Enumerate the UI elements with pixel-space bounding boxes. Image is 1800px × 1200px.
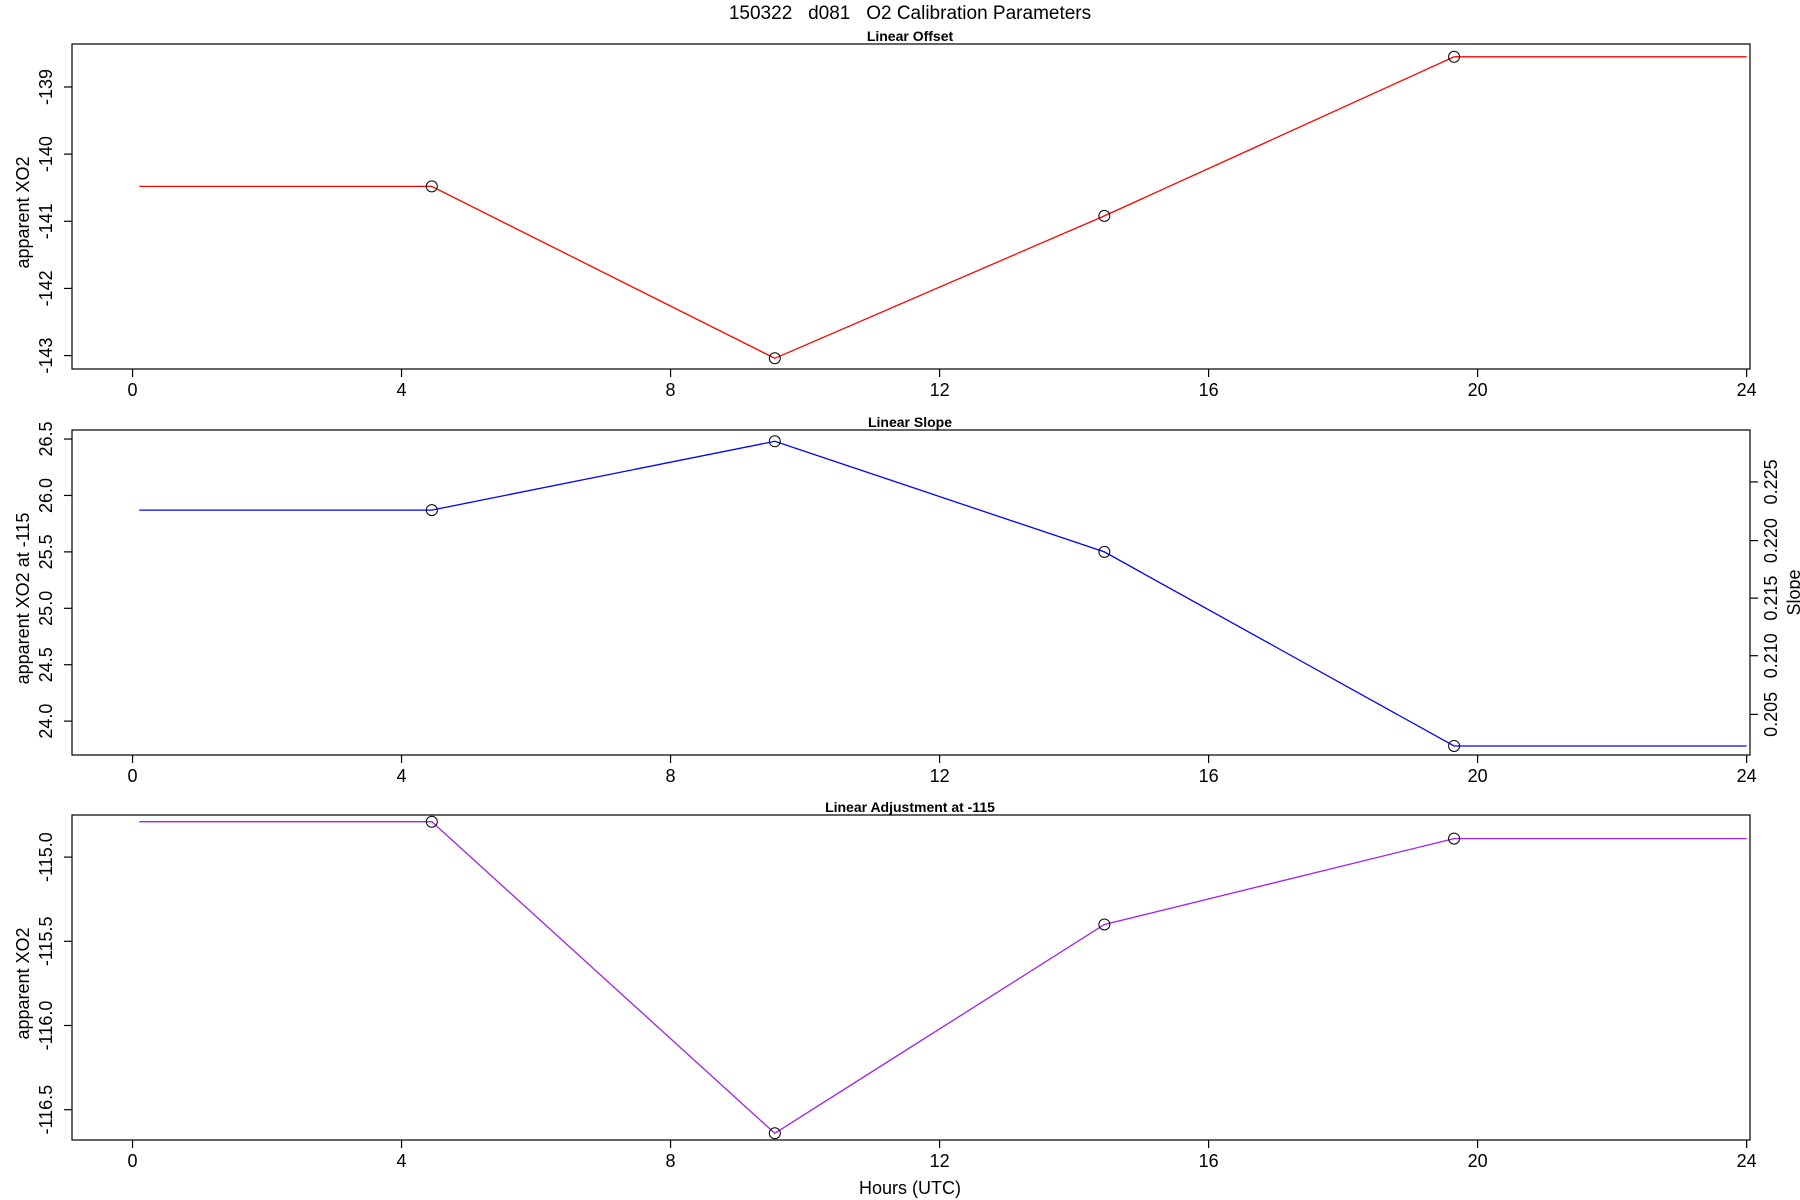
panel-2-y2-tick-label: 0.205: [1761, 692, 1781, 737]
panel-1-frame: [71, 43, 1751, 370]
panel-3-y-tick-label: -115.0: [36, 832, 56, 882]
panel-3-data-point: [1448, 832, 1461, 845]
panel-2-data-point: [1098, 545, 1111, 558]
panel-1-y-tick-label: -140: [36, 136, 56, 172]
panel-1-y-tick-label: -143: [36, 338, 56, 374]
panel-3-y-tick-label: -115.5: [36, 916, 56, 966]
panel-2-title: Linear Slope: [868, 414, 952, 430]
panel-3-x-tick-label: 8: [666, 1151, 676, 1171]
panel-2-x-tick-label: 12: [930, 766, 950, 786]
panel-1-x-tick-label: 12: [930, 380, 950, 400]
panel-1-x-tick-label: 4: [397, 380, 407, 400]
panel-3-y-tick-label: -116.5: [36, 1085, 56, 1135]
panel-3-x-tick-label: 16: [1199, 1151, 1219, 1171]
panel-2-y2-axis-title: Slope: [1784, 569, 1800, 615]
panel-1-series-line: [139, 56, 1747, 360]
panel-2-y2-tick-label: 0.220: [1761, 518, 1781, 563]
panel-3-title: Linear Adjustment at -115: [825, 799, 995, 815]
panel-3-y-axis-title: apparent XO2: [13, 927, 33, 1039]
panel-1-title: Linear Offset: [867, 28, 954, 44]
panel-1-x-tick-label: 24: [1737, 380, 1757, 400]
panel-2-x-tick-label: 24: [1737, 766, 1757, 786]
panel-2-y-tick-label: 24.0: [36, 704, 56, 739]
panel-2-x-tick-label: 16: [1199, 766, 1219, 786]
panel-2-y-tick-label: 24.5: [36, 647, 56, 682]
panel-3-series-line: [139, 821, 1747, 1135]
panel-1-y-axis-title: apparent XO2: [13, 156, 33, 268]
panel-2-y2-tick-label: 0.215: [1761, 576, 1781, 621]
panel-2-data-point: [425, 504, 438, 517]
panel-2-y-tick-label: 26.0: [36, 478, 56, 513]
panel-1-x-tick-label: 20: [1468, 380, 1488, 400]
panel-3-data-point: [768, 1127, 781, 1140]
panel-1-y-tick-label: -142: [36, 270, 56, 306]
panel-3-x-tick-label: 20: [1468, 1151, 1488, 1171]
panel-1-x-tick-label: 8: [666, 380, 676, 400]
panel-2-data-point: [768, 435, 781, 448]
panel-2-y-tick-label: 25.5: [36, 534, 56, 569]
panel-2-x-tick-label: 20: [1468, 766, 1488, 786]
panel-2-frame: [71, 429, 1751, 756]
panel-3-x-tick-label: 4: [397, 1151, 407, 1171]
panel-1-y-tick-label: -139: [36, 69, 56, 105]
panel-2-y2-tick-label: 0.225: [1761, 459, 1781, 504]
panel-3-data-point: [425, 815, 438, 828]
panel-3-y-tick-label: -116.0: [36, 1001, 56, 1051]
panel-1-x-tick-label: 0: [128, 380, 138, 400]
panel-2-x-tick-label: 4: [397, 766, 407, 786]
panel-3-x-tick-label: 0: [128, 1151, 138, 1171]
panel-1-y-tick-label: -141: [36, 203, 56, 239]
panel-1-data-point: [768, 352, 781, 365]
panel-3-x-tick-label: 12: [930, 1151, 950, 1171]
panel-2-y-axis-title: apparent XO2 at -115: [13, 513, 33, 685]
panel-2-series-line: [139, 440, 1747, 747]
panel-1-data-point: [1448, 50, 1461, 63]
panel-3-data-point: [1098, 918, 1111, 931]
x-axis-title: Hours (UTC): [859, 1178, 961, 1198]
panel-3-x-tick-label: 24: [1737, 1151, 1757, 1171]
panel-2-y-tick-label: 26.5: [36, 422, 56, 457]
panel-2-y2-tick-label: 0.210: [1761, 633, 1781, 678]
panel-2-y-tick-label: 25.0: [36, 591, 56, 626]
panel-1-data-point: [1098, 209, 1111, 222]
panel-2-data-point: [1448, 739, 1461, 752]
panel-3-frame: [71, 814, 1751, 1141]
panel-1-data-point: [425, 180, 438, 193]
panel-1-x-tick-label: 16: [1199, 380, 1219, 400]
figure-title: 150322 d081 O2 Calibration Parameters: [729, 3, 1091, 24]
panel-2-x-tick-label: 0: [128, 766, 138, 786]
panel-2-x-tick-label: 8: [666, 766, 676, 786]
